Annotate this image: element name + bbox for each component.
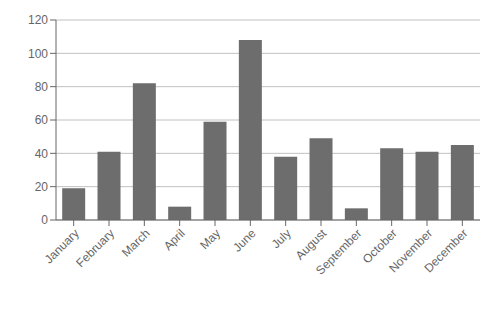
svg-text:July: July	[269, 226, 294, 251]
svg-text:100: 100	[28, 47, 48, 61]
svg-text:February: February	[73, 226, 117, 270]
svg-text:October: October	[359, 226, 400, 267]
svg-text:40: 40	[35, 147, 49, 161]
svg-text:January: January	[41, 226, 82, 267]
svg-text:20: 20	[35, 180, 49, 194]
svg-text:August: August	[292, 226, 330, 263]
svg-text:March: March	[119, 226, 152, 259]
svg-text:November: November	[386, 226, 436, 276]
svg-text:May: May	[197, 226, 223, 252]
svg-text:80: 80	[35, 80, 49, 94]
svg-text:120: 120	[28, 13, 48, 27]
svg-text:December: December	[421, 226, 470, 275]
svg-text:June: June	[230, 226, 259, 255]
svg-text:0: 0	[41, 213, 48, 227]
svg-text:April: April	[161, 226, 188, 253]
svg-text:60: 60	[35, 113, 49, 127]
svg-text:September: September	[313, 226, 364, 277]
